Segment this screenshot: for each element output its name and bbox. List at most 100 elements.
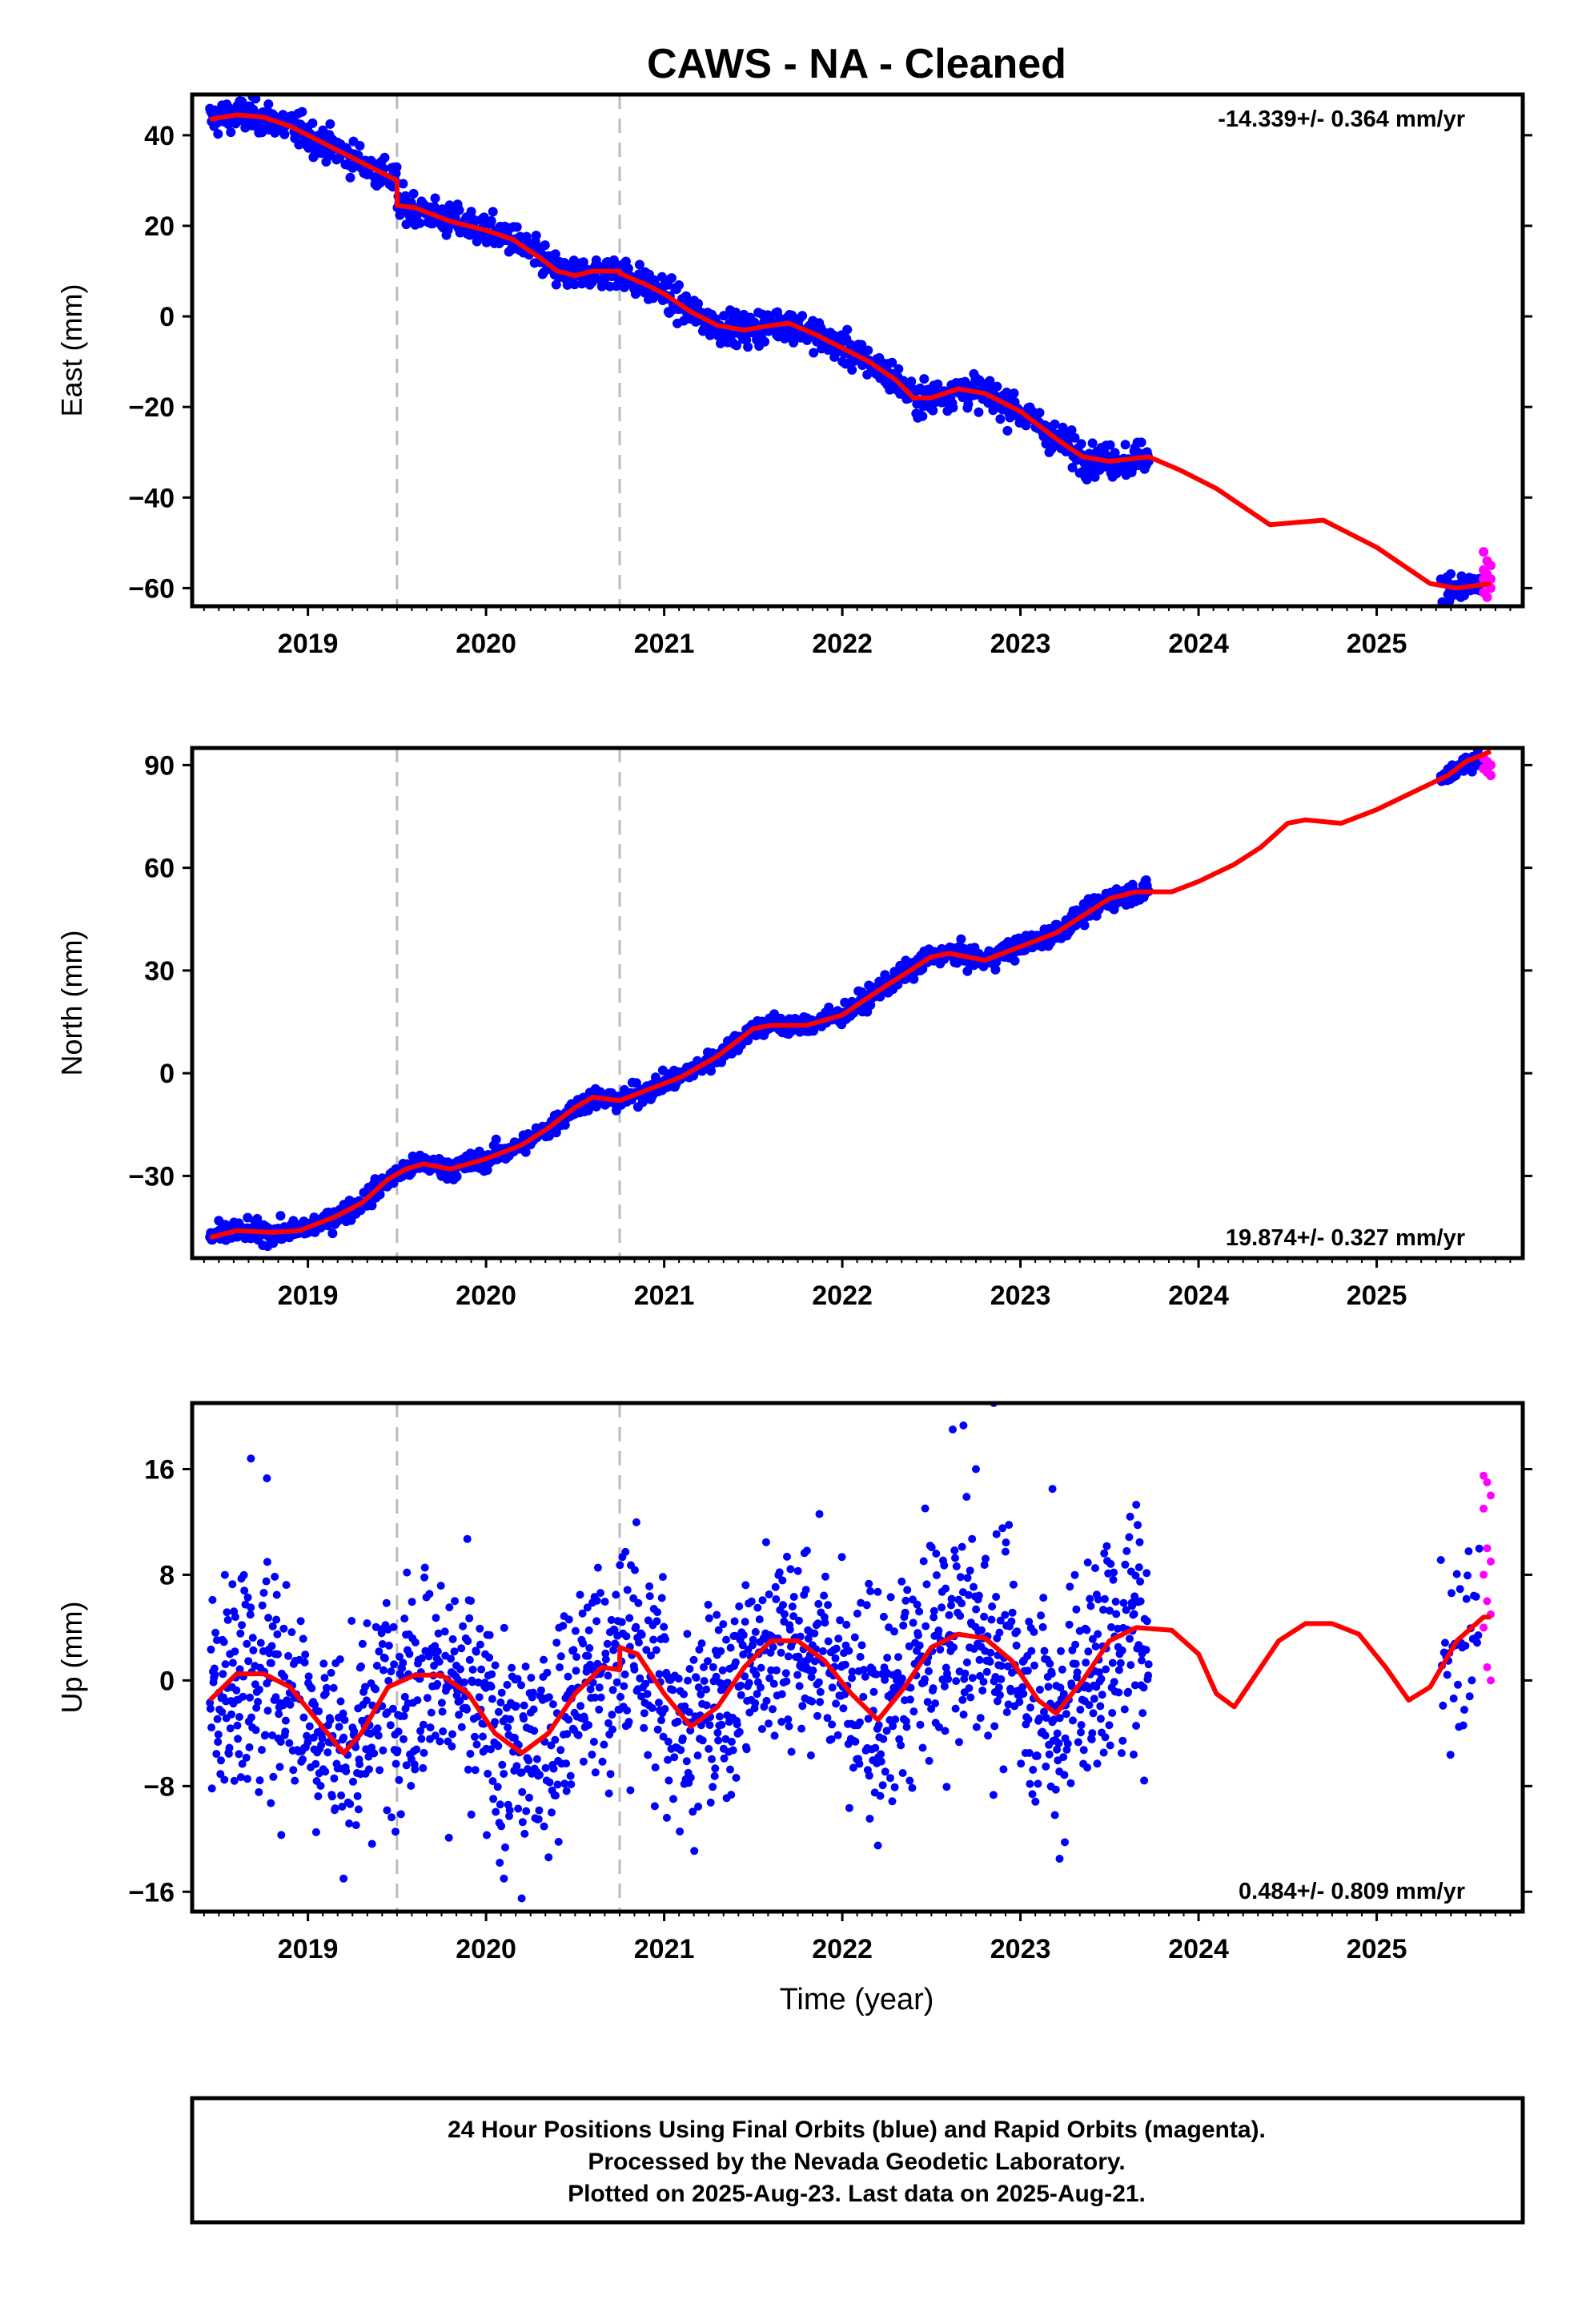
- data-point: [891, 1715, 900, 1724]
- data-point: [351, 1821, 360, 1830]
- data-point: [530, 1727, 539, 1735]
- data-point: [622, 1632, 631, 1641]
- data-point: [765, 1719, 773, 1728]
- data-point: [714, 1736, 723, 1745]
- data-point: [741, 1581, 750, 1590]
- data-point: [1125, 1533, 1134, 1542]
- data-point: [630, 1665, 639, 1674]
- data-point: [463, 1534, 472, 1543]
- data-point: [1018, 1683, 1027, 1691]
- rate-annotation-north: 19.874+/- 0.327 mm/yr: [1226, 1225, 1465, 1251]
- data-point: [226, 127, 236, 138]
- data-point: [997, 1675, 1006, 1683]
- data-point: [1002, 1708, 1011, 1716]
- data-point: [781, 1669, 790, 1678]
- data-point: [1102, 1542, 1111, 1550]
- data-point: [678, 1734, 687, 1743]
- data-point: [1474, 1631, 1483, 1639]
- data-point: [207, 1645, 215, 1654]
- data-point: [694, 1683, 703, 1691]
- data-point: [246, 1610, 255, 1619]
- data-point: [379, 152, 390, 163]
- data-point: [400, 191, 411, 201]
- data-point: [498, 1760, 507, 1769]
- data-point: [992, 381, 1002, 392]
- data-point: [246, 1693, 255, 1702]
- data-point: [1047, 1670, 1056, 1678]
- data-point: [1139, 1683, 1148, 1692]
- data-point: [1099, 1606, 1107, 1614]
- data-point: [629, 1594, 638, 1602]
- data-point: [913, 1600, 921, 1609]
- data-point: [965, 1684, 974, 1693]
- data-point: [281, 1716, 290, 1725]
- data-point: [956, 1573, 965, 1582]
- data-point: [506, 1715, 515, 1723]
- data-point: [666, 273, 677, 283]
- data-point: [467, 1810, 476, 1819]
- data-point: [355, 141, 365, 151]
- data-point: [599, 275, 609, 286]
- data-point: [777, 1690, 786, 1699]
- x-tick-label: 2023: [990, 1934, 1051, 1964]
- plot-area-north: [205, 748, 1496, 1258]
- data-point: [1027, 1647, 1036, 1655]
- outlier-point: [959, 1421, 968, 1429]
- data-point: [845, 1647, 853, 1655]
- data-point: [637, 1692, 646, 1701]
- data-point: [382, 1598, 391, 1607]
- data-point: [815, 1510, 824, 1518]
- data-point: [419, 1763, 428, 1772]
- x-tick-label: 2019: [278, 1934, 339, 1964]
- data-point: [786, 1565, 795, 1574]
- data-point: [384, 1641, 393, 1650]
- data-point: [1035, 1714, 1044, 1723]
- data-point: [827, 1735, 836, 1743]
- data-point: [919, 1557, 928, 1566]
- data-point: [1028, 1790, 1037, 1799]
- data-point: [795, 1682, 804, 1691]
- data-point: [974, 1591, 983, 1600]
- data-point: [300, 1658, 309, 1667]
- x-tick-label: 2024: [1168, 629, 1229, 659]
- data-point: [1037, 1611, 1046, 1620]
- data-point: [244, 1657, 253, 1666]
- data-point: [460, 1678, 468, 1687]
- data-point: [1109, 904, 1119, 915]
- data-point: [532, 1755, 541, 1763]
- data-point: [400, 1711, 408, 1720]
- data-point: [777, 1718, 786, 1726]
- data-point: [739, 1630, 748, 1639]
- data-point: [972, 1605, 981, 1614]
- data-point: [839, 1704, 848, 1713]
- data-point: [1025, 1749, 1034, 1757]
- data-point: [865, 1815, 874, 1823]
- data-point: [1076, 1705, 1085, 1714]
- data-point: [733, 1720, 741, 1729]
- data-point: [273, 1630, 282, 1638]
- data-point: [1007, 1617, 1016, 1626]
- data-point: [287, 1628, 296, 1637]
- data-point: [218, 1707, 227, 1716]
- data-point: [216, 1770, 225, 1779]
- x-tick-label: 2021: [634, 1281, 695, 1311]
- data-point: [903, 1586, 912, 1594]
- data-point: [589, 1738, 598, 1746]
- data-point: [217, 1756, 225, 1765]
- data-point: [749, 317, 760, 328]
- data-point: [860, 1666, 868, 1675]
- data-point: [500, 1770, 508, 1778]
- data-point: [919, 374, 930, 384]
- data-point: [658, 1573, 667, 1582]
- data-point: [256, 1638, 265, 1647]
- data-point: [810, 1629, 819, 1638]
- data-point: [966, 1693, 975, 1702]
- outlier-point: [1132, 1501, 1141, 1509]
- data-point: [660, 1622, 669, 1631]
- data-point: [315, 1707, 323, 1715]
- data-point: [653, 1608, 662, 1617]
- data-point: [787, 1747, 796, 1756]
- data-point: [549, 1764, 558, 1773]
- data-point: [637, 1630, 646, 1639]
- x-tick-label: 2025: [1347, 629, 1407, 659]
